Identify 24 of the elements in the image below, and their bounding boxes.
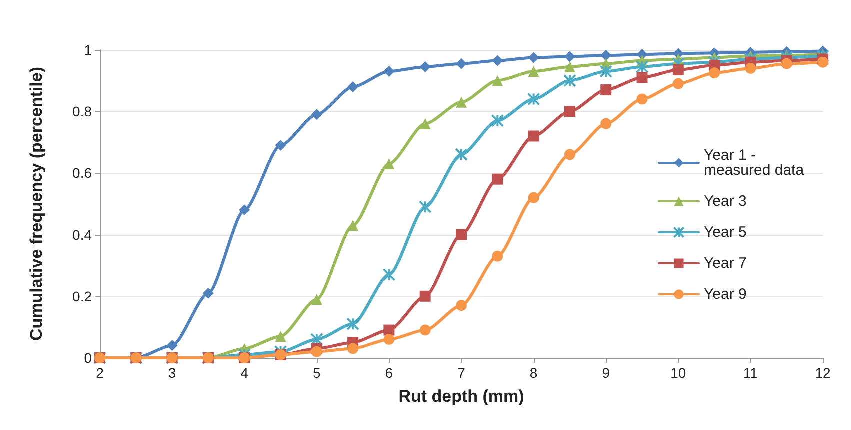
y-tick-label: 1 xyxy=(84,42,92,58)
x-tick-label: 2 xyxy=(96,365,104,381)
legend-label: Year 1 - measured data xyxy=(704,147,805,179)
y-tick-label: 0.6 xyxy=(72,165,92,182)
legend-label: Year 5 xyxy=(704,224,747,241)
x-tick-label: 9 xyxy=(602,365,610,381)
y-tick-label: 0 xyxy=(84,350,92,366)
legend-label: Year 7 xyxy=(704,255,747,272)
x-tick-label: 12 xyxy=(815,365,831,381)
x-tick-label: 4 xyxy=(240,365,249,381)
x-tick-label: 6 xyxy=(385,365,394,381)
x-tick-label: 11 xyxy=(743,365,758,381)
legend-label: Year 3 xyxy=(704,193,747,210)
y-tick-label: 0.8 xyxy=(72,104,92,120)
x-tick-label: 3 xyxy=(168,365,176,381)
x-tick-label: 5 xyxy=(313,365,321,381)
legend-label: Year 9 xyxy=(704,286,747,303)
x-tick-label: 8 xyxy=(530,365,538,381)
x-tick-label: 7 xyxy=(458,365,466,381)
y-tick-label: 0.2 xyxy=(72,288,92,304)
x-axis-title: Rut depth (mm) xyxy=(398,387,524,406)
y-axis-title: Cumulative frequency (percentile) xyxy=(27,67,46,341)
x-tick-label: 10 xyxy=(670,365,686,381)
y-tick-label: 0.4 xyxy=(72,226,92,243)
